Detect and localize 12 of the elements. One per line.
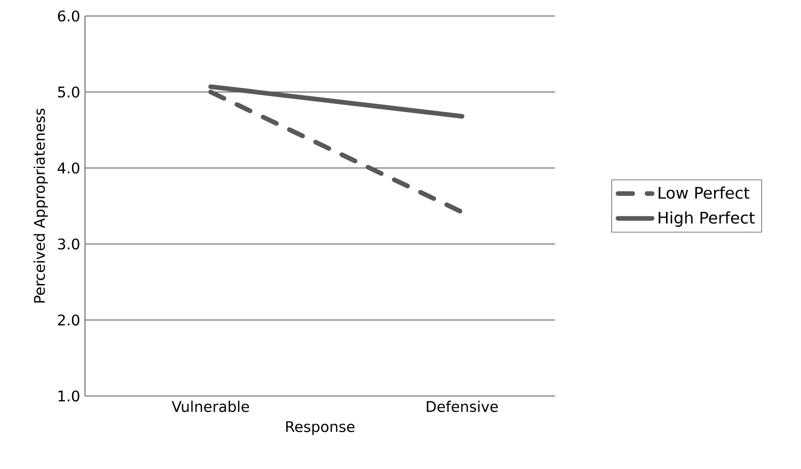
x-tick-label: Vulnerable [172,400,249,412]
x-axis-title: Response [286,421,354,435]
legend-label: High Perfect [658,211,755,227]
x-tick-label: Defensive [426,400,498,412]
y-tick-label: 2.0 [58,314,80,326]
y-tick-label: 3.0 [58,238,80,250]
y-tick-label: 5.0 [58,86,80,98]
y-tick-label: 4.0 [58,162,80,174]
y-tick-label: 6.0 [58,10,80,22]
legend-label: Low Perfect [658,186,750,199]
y-tick-label: 1.0 [58,390,80,402]
y-axis-title: Perceived Appropriateness [34,108,48,303]
